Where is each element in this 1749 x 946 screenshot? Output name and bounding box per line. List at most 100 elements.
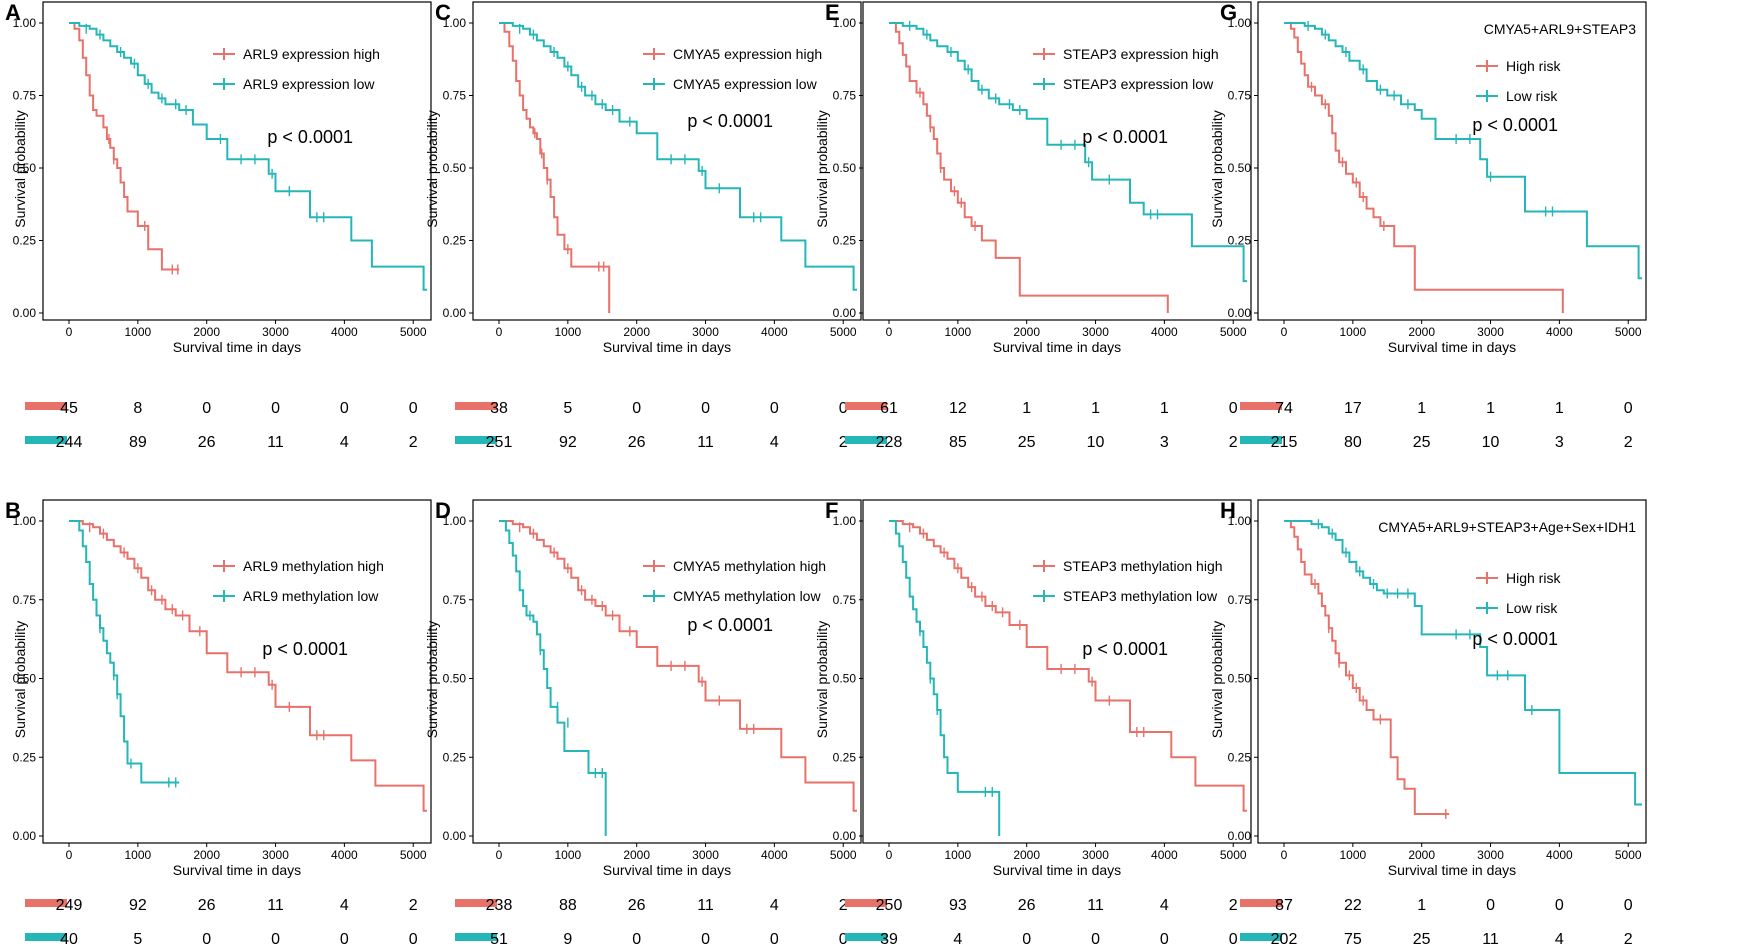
risk-row-swatch bbox=[1240, 933, 1282, 941]
x-axis-title: Survival time in days bbox=[993, 862, 1121, 878]
plot-frame bbox=[42, 499, 432, 844]
y-tick-label: 0.50 bbox=[833, 672, 857, 686]
x-axis-title: Survival time in days bbox=[603, 339, 731, 355]
km-curve-low bbox=[1284, 22, 1642, 280]
x-tick-label: 0 bbox=[496, 848, 503, 862]
risk-count: 0 bbox=[409, 400, 418, 417]
panel-letter: D bbox=[435, 498, 451, 523]
y-tick-label: 0.00 bbox=[443, 829, 467, 843]
risk-count: 9 bbox=[563, 931, 572, 946]
risk-count: 39 bbox=[880, 931, 898, 946]
p-value: p < 0.0001 bbox=[1472, 115, 1558, 135]
legend-label: STEAP3 expression high bbox=[1063, 46, 1219, 62]
km-panel-a: A0.000.250.500.751.000 1000 2000 3000 4000 50… bbox=[5, 0, 432, 451]
x-tick-label: 3000 bbox=[1477, 325, 1504, 339]
risk-count: 2 bbox=[1229, 897, 1238, 914]
risk-count: 0 bbox=[770, 400, 779, 417]
x-axis-title: Survival time in days bbox=[1388, 339, 1516, 355]
km-curve-high bbox=[69, 520, 427, 812]
risk-count: 89 bbox=[129, 434, 147, 451]
legend-label: CMYA5 expression low bbox=[673, 76, 818, 92]
risk-count: 45 bbox=[60, 400, 78, 417]
y-axis-title: Survival probability bbox=[1209, 621, 1225, 739]
risk-count: 85 bbox=[949, 434, 967, 451]
risk-count: 1 bbox=[1417, 897, 1426, 914]
panel-letter: A bbox=[5, 0, 21, 25]
risk-row-swatch bbox=[455, 402, 497, 410]
x-axis-title: Survival time in days bbox=[603, 862, 731, 878]
risk-row-swatch bbox=[845, 933, 887, 941]
x-axis-title: Survival time in days bbox=[993, 339, 1121, 355]
y-tick-label: 0.25 bbox=[443, 750, 467, 764]
y-tick-label: 0.50 bbox=[443, 161, 467, 175]
risk-count: 92 bbox=[129, 897, 147, 914]
panel-title: CMYA5+ARL9+STEAP3+Age+Sex+IDH1 bbox=[1378, 519, 1636, 535]
risk-row-swatch bbox=[845, 436, 887, 444]
x-tick-label: 4000 bbox=[1546, 325, 1573, 339]
x-tick-label: 1000 bbox=[944, 848, 971, 862]
x-tick-label: 4000 bbox=[331, 848, 358, 862]
plot-frame bbox=[1257, 499, 1647, 844]
risk-count: 26 bbox=[198, 897, 216, 914]
y-axis-title: Survival probability bbox=[424, 621, 440, 739]
x-tick-label: 3000 bbox=[262, 848, 289, 862]
risk-count: 1 bbox=[1160, 400, 1169, 417]
risk-count: 1 bbox=[1417, 400, 1426, 417]
risk-count: 2 bbox=[1229, 434, 1238, 451]
km-curve-high bbox=[889, 22, 1169, 313]
risk-count: 202 bbox=[1271, 931, 1298, 946]
legend-label: High risk bbox=[1506, 58, 1561, 74]
plot-frame bbox=[42, 1, 432, 321]
risk-count: 0 bbox=[1624, 897, 1633, 914]
legend-label: STEAP3 methylation high bbox=[1063, 558, 1223, 574]
risk-count: 12 bbox=[949, 400, 967, 417]
y-tick-label: 1.00 bbox=[443, 16, 467, 30]
y-tick-label: 0.25 bbox=[833, 750, 857, 764]
legend-label: CMYA5 expression high bbox=[673, 46, 822, 62]
x-tick-label: 3000 bbox=[692, 848, 719, 862]
y-tick-label: 1.00 bbox=[1228, 514, 1252, 528]
risk-count: 0 bbox=[1022, 931, 1031, 946]
km-panel-c: C0.000.250.500.751.000 1000 2000 3000 4000 50… bbox=[424, 0, 862, 451]
risk-count: 0 bbox=[839, 400, 848, 417]
risk-count: 2 bbox=[1624, 931, 1633, 946]
p-value: p < 0.0001 bbox=[262, 639, 348, 659]
x-tick-label: 0 bbox=[66, 848, 73, 862]
y-tick-label: 1.00 bbox=[443, 514, 467, 528]
x-tick-label: 1000 bbox=[554, 325, 581, 339]
p-value: p < 0.0001 bbox=[1082, 639, 1168, 659]
risk-count: 0 bbox=[340, 400, 349, 417]
x-tick-label: 0 bbox=[496, 325, 503, 339]
panel-letter: H bbox=[1220, 498, 1236, 523]
y-tick-label: 0.00 bbox=[1228, 829, 1252, 843]
x-tick-label: 5000 bbox=[400, 848, 427, 862]
x-tick-label: 5000 bbox=[830, 325, 857, 339]
risk-count: 0 bbox=[839, 931, 848, 946]
legend-label: CMYA5 methylation high bbox=[673, 558, 826, 574]
x-tick-label: 2000 bbox=[1408, 848, 1435, 862]
km-curve-high bbox=[1284, 520, 1450, 815]
panel-letter: G bbox=[1220, 0, 1237, 25]
risk-row-swatch bbox=[1240, 899, 1282, 907]
y-axis-title: Survival probability bbox=[12, 110, 28, 228]
y-axis-title: Survival probability bbox=[1209, 110, 1225, 228]
legend-label: Low risk bbox=[1506, 88, 1558, 104]
risk-count: 88 bbox=[559, 897, 577, 914]
y-axis-title: Survival probability bbox=[814, 110, 830, 228]
risk-count: 2 bbox=[409, 897, 418, 914]
risk-count: 11 bbox=[267, 897, 284, 914]
risk-count: 26 bbox=[628, 897, 646, 914]
y-tick-label: 1.00 bbox=[13, 16, 37, 30]
km-curve-low bbox=[499, 22, 857, 291]
y-tick-label: 0.50 bbox=[13, 672, 37, 686]
plot-frame bbox=[862, 1, 1252, 321]
risk-count: 228 bbox=[876, 434, 903, 451]
y-tick-label: 0.75 bbox=[833, 89, 857, 103]
x-tick-label: 4000 bbox=[1151, 848, 1178, 862]
km-panel-b: B0.000.250.500.751.000 1000 2000 3000 4000 50… bbox=[5, 498, 432, 946]
plot-frame bbox=[1257, 1, 1647, 321]
risk-count: 1 bbox=[1091, 400, 1100, 417]
risk-count: 75 bbox=[1344, 931, 1362, 946]
risk-count: 0 bbox=[1624, 400, 1633, 417]
risk-count: 22 bbox=[1344, 897, 1362, 914]
